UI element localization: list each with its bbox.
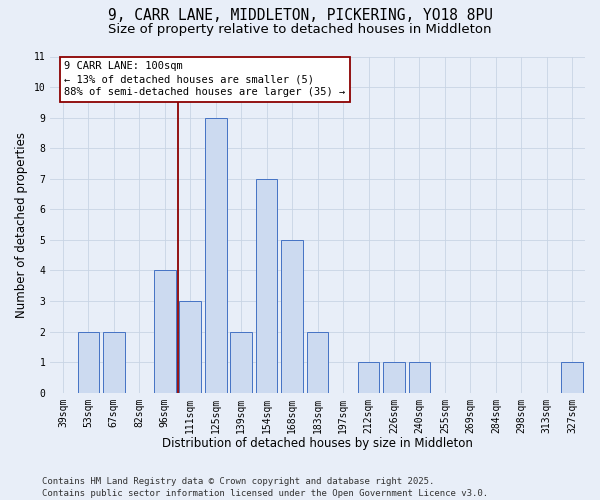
Bar [307,332,328,392]
Bar [358,362,379,392]
Bar [205,118,227,392]
Bar [154,270,176,392]
Bar [281,240,303,392]
Bar [230,332,252,392]
Y-axis label: Number of detached properties: Number of detached properties [15,132,28,318]
Bar [179,301,201,392]
Bar [562,362,583,392]
Text: Contains HM Land Registry data © Crown copyright and database right 2025.
Contai: Contains HM Land Registry data © Crown c… [42,476,488,498]
Text: 9, CARR LANE, MIDDLETON, PICKERING, YO18 8PU: 9, CARR LANE, MIDDLETON, PICKERING, YO18… [107,8,493,23]
Bar [256,179,277,392]
X-axis label: Distribution of detached houses by size in Middleton: Distribution of detached houses by size … [162,437,473,450]
Text: 9 CARR LANE: 100sqm
← 13% of detached houses are smaller (5)
88% of semi-detache: 9 CARR LANE: 100sqm ← 13% of detached ho… [64,61,346,98]
Text: Size of property relative to detached houses in Middleton: Size of property relative to detached ho… [108,22,492,36]
Bar [409,362,430,392]
Bar [383,362,405,392]
Bar [103,332,125,392]
Bar [77,332,99,392]
